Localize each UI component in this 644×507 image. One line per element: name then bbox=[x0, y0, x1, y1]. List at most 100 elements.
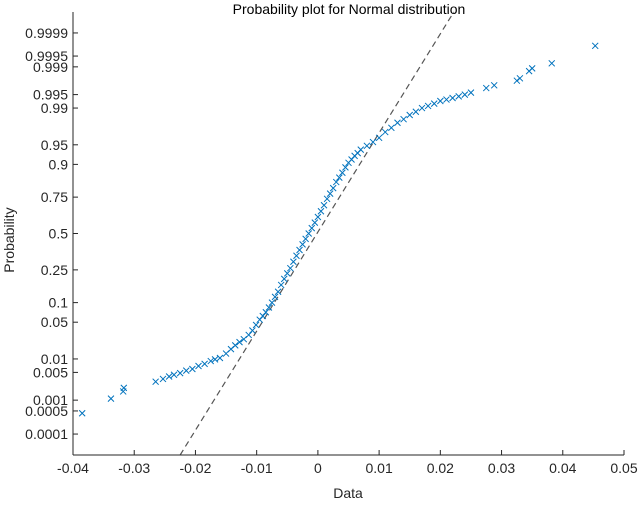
x-tick-label: 0.04 bbox=[549, 460, 576, 476]
data-point bbox=[277, 281, 285, 289]
reference-line-group bbox=[179, 11, 455, 456]
data-point bbox=[268, 299, 276, 306]
data-points bbox=[78, 42, 599, 417]
y-tick-label: 0.5 bbox=[49, 226, 69, 242]
data-point bbox=[236, 338, 243, 346]
y-tick-label: 0.999 bbox=[33, 59, 68, 75]
data-point bbox=[299, 241, 306, 248]
chart-title: Probability plot for Normal distribution bbox=[233, 1, 466, 17]
reference-line bbox=[179, 11, 455, 456]
data-point bbox=[482, 84, 490, 92]
data-point bbox=[339, 169, 346, 177]
data-point bbox=[436, 97, 444, 105]
y-tick-label: 0.25 bbox=[41, 262, 68, 278]
data-point bbox=[189, 365, 196, 373]
y-tick-label: 0.0005 bbox=[25, 403, 68, 419]
data-point bbox=[363, 142, 371, 150]
data-point bbox=[323, 195, 331, 203]
data-point bbox=[308, 224, 316, 232]
data-point bbox=[211, 356, 219, 363]
data-point bbox=[274, 288, 282, 296]
y-tick-label: 0.9 bbox=[49, 156, 69, 172]
data-point bbox=[591, 42, 599, 50]
y-tick-label: 0.99 bbox=[41, 100, 68, 116]
y-tick-label: 0.001 bbox=[33, 392, 68, 408]
x-tick-label: 0.02 bbox=[427, 460, 454, 476]
x-tick-label: -0.02 bbox=[179, 460, 211, 476]
data-point bbox=[265, 304, 273, 311]
data-point bbox=[490, 81, 498, 89]
data-point bbox=[369, 138, 377, 146]
data-point bbox=[467, 89, 475, 96]
data-point bbox=[381, 128, 389, 136]
data-point bbox=[311, 219, 319, 226]
data-point bbox=[249, 327, 256, 334]
data-point bbox=[461, 91, 469, 98]
y-tick-label: 0.95 bbox=[41, 137, 68, 153]
data-point bbox=[516, 74, 524, 82]
data-point bbox=[152, 378, 160, 386]
data-point bbox=[326, 190, 334, 198]
x-tick-label: 0 bbox=[314, 460, 322, 476]
data-point bbox=[332, 178, 340, 186]
data-point bbox=[342, 164, 349, 171]
y-tick-label: 0.1 bbox=[49, 295, 69, 311]
axes-group bbox=[72, 12, 625, 456]
data-point bbox=[159, 375, 167, 383]
y-tick-label: 0.0001 bbox=[25, 426, 68, 442]
y-axis-label: Probability bbox=[1, 207, 17, 272]
data-point bbox=[424, 102, 432, 110]
data-point bbox=[280, 275, 288, 283]
data-point bbox=[293, 252, 300, 260]
y-tick-label: 0.995 bbox=[33, 87, 68, 103]
data-point bbox=[207, 357, 215, 365]
x-tick-label: 0.05 bbox=[610, 460, 637, 476]
data-point bbox=[528, 65, 536, 72]
data-point bbox=[201, 360, 208, 368]
y-tick-label: 0.005 bbox=[33, 364, 68, 380]
data-point bbox=[283, 269, 291, 277]
y-tick-label: 0.01 bbox=[41, 351, 68, 367]
data-point bbox=[406, 111, 414, 119]
data-point bbox=[375, 134, 383, 142]
data-point bbox=[165, 373, 173, 380]
data-point bbox=[357, 146, 365, 154]
data-point bbox=[302, 235, 309, 243]
data-point bbox=[412, 108, 420, 116]
x-tick-label: 0.01 bbox=[365, 460, 392, 476]
data-point bbox=[182, 367, 190, 374]
data-point bbox=[400, 115, 407, 123]
x-tick-label: -0.04 bbox=[57, 460, 89, 476]
data-point bbox=[216, 354, 224, 362]
data-point bbox=[286, 264, 294, 272]
x-tick-label: 0.03 bbox=[488, 460, 515, 476]
data-point bbox=[455, 93, 463, 100]
x-tick-labels: -0.04 -0.03 -0.02 -0.01 0 0.01 0.02 0.03 0.04 0.0… bbox=[57, 460, 638, 476]
data-point bbox=[443, 96, 450, 103]
data-point bbox=[78, 409, 86, 417]
data-point bbox=[329, 184, 337, 192]
data-point bbox=[195, 362, 202, 370]
data-point bbox=[120, 384, 128, 392]
data-point bbox=[271, 293, 279, 301]
data-point bbox=[317, 207, 325, 215]
data-point bbox=[305, 230, 313, 237]
data-point bbox=[107, 395, 115, 402]
y-tick-label: 0.9995 bbox=[25, 48, 68, 64]
data-point bbox=[252, 321, 260, 329]
x-tick-label: -0.01 bbox=[241, 460, 273, 476]
data-point bbox=[314, 213, 322, 221]
data-point bbox=[388, 124, 395, 132]
y-tick-label: 0.05 bbox=[41, 314, 68, 330]
data-point bbox=[290, 258, 297, 266]
data-point bbox=[449, 94, 456, 102]
data-point bbox=[262, 308, 270, 316]
data-point bbox=[320, 201, 328, 209]
data-point bbox=[176, 369, 184, 377]
data-point bbox=[335, 174, 343, 181]
x-tick-label: -0.03 bbox=[118, 460, 150, 476]
data-point bbox=[245, 331, 253, 339]
data-point bbox=[231, 342, 239, 349]
x-axis-label: Data bbox=[333, 485, 363, 501]
